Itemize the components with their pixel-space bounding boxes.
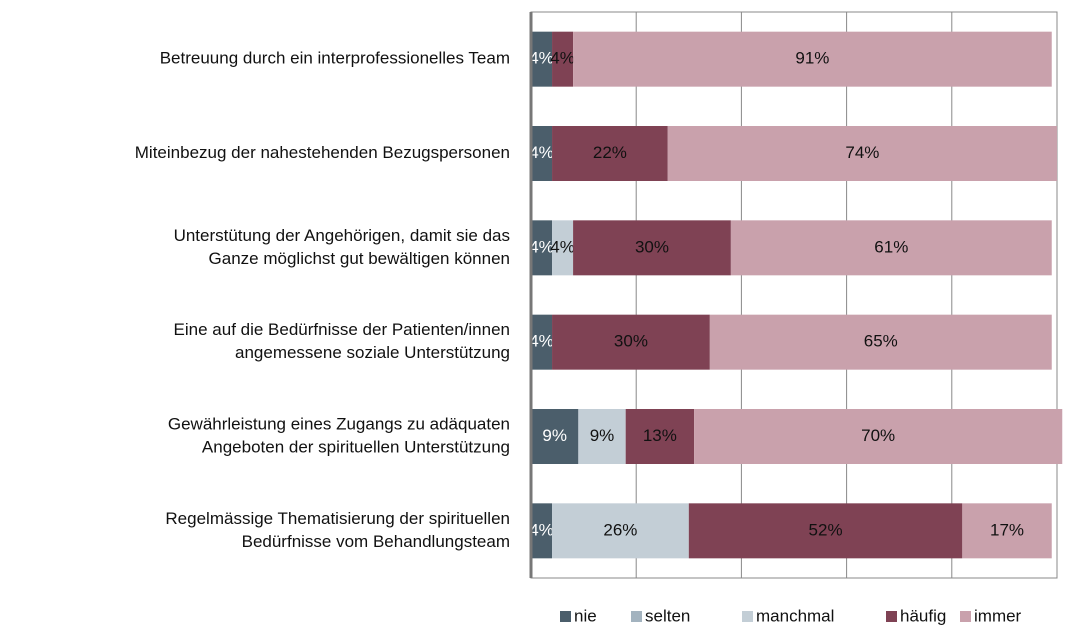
category-label: Angeboten der spirituellen Unterstützung <box>202 437 510 456</box>
legend-label: häufig <box>900 606 946 625</box>
bar-segment <box>552 126 668 181</box>
bar-segment <box>552 503 689 559</box>
legend-label: nie <box>574 606 597 625</box>
value-label: 4% <box>529 143 554 162</box>
value-label: 26% <box>603 520 637 539</box>
bar-segment <box>578 409 626 464</box>
bar-segment <box>531 503 553 559</box>
legend-swatch <box>560 611 571 622</box>
legend-swatch <box>742 611 753 622</box>
value-label: 52% <box>809 520 843 539</box>
legend-swatch <box>631 611 642 622</box>
category-label: Bedürfnisse vom Behandlungsteam <box>242 532 510 551</box>
legend-swatch <box>960 611 971 622</box>
category-label: Gewährleistung eines Zugangs zu adäquate… <box>168 414 510 433</box>
plot-frame <box>530 11 1058 579</box>
bar-segment <box>531 31 553 87</box>
legend-label: selten <box>645 606 690 625</box>
value-label: 61% <box>874 237 908 256</box>
value-label: 91% <box>795 49 829 68</box>
value-label: 13% <box>643 426 677 445</box>
category-label: Regelmässige Thematisierung der spiritue… <box>165 509 510 528</box>
bar-segment <box>531 126 553 181</box>
value-label: 4% <box>550 49 575 68</box>
value-label: 4% <box>550 237 575 256</box>
bar-segment <box>531 314 553 370</box>
value-label: 9% <box>542 426 567 445</box>
value-label: 70% <box>861 426 895 445</box>
category-label: angemessene soziale Unterstützung <box>235 343 510 362</box>
category-label: Eine auf die Bedürfnisse der Patienten/i… <box>174 320 510 339</box>
category-label: Ganze möglichst gut bewältigen können <box>209 249 510 268</box>
bar-segment <box>531 409 579 464</box>
legend-label: manchmal <box>756 606 834 625</box>
legend-label: immer <box>974 606 1022 625</box>
bar-segment <box>709 314 1052 370</box>
bar-segment <box>573 220 731 276</box>
value-label: 74% <box>845 143 879 162</box>
bar-segment <box>552 31 574 87</box>
value-label: 65% <box>864 332 898 351</box>
bar-segment <box>552 220 574 276</box>
value-label: 17% <box>990 520 1024 539</box>
value-label: 4% <box>529 332 554 351</box>
category-label: Miteinbezug der nahestehenden Bezugspers… <box>135 143 510 162</box>
bar-segment <box>667 126 1057 181</box>
bar-segment <box>694 409 1063 464</box>
bar-segment <box>531 220 553 276</box>
value-label: 9% <box>590 426 615 445</box>
value-label: 4% <box>529 237 554 256</box>
bar-segment <box>573 31 1052 87</box>
bar-segment <box>962 503 1052 559</box>
legend-swatch <box>886 611 897 622</box>
bar-segment <box>625 409 695 464</box>
bar-segment <box>730 220 1052 276</box>
bar-segment <box>688 503 963 559</box>
value-label: 22% <box>593 143 627 162</box>
category-label: Betreuung durch ein interprofessionelles… <box>160 49 510 68</box>
value-label: 30% <box>614 332 648 351</box>
value-label: 4% <box>529 49 554 68</box>
category-label: Unterstütung der Angehörigen, damit sie … <box>174 226 510 245</box>
value-label: 30% <box>635 237 669 256</box>
value-label: 4% <box>529 520 554 539</box>
bar-segment <box>552 314 710 370</box>
